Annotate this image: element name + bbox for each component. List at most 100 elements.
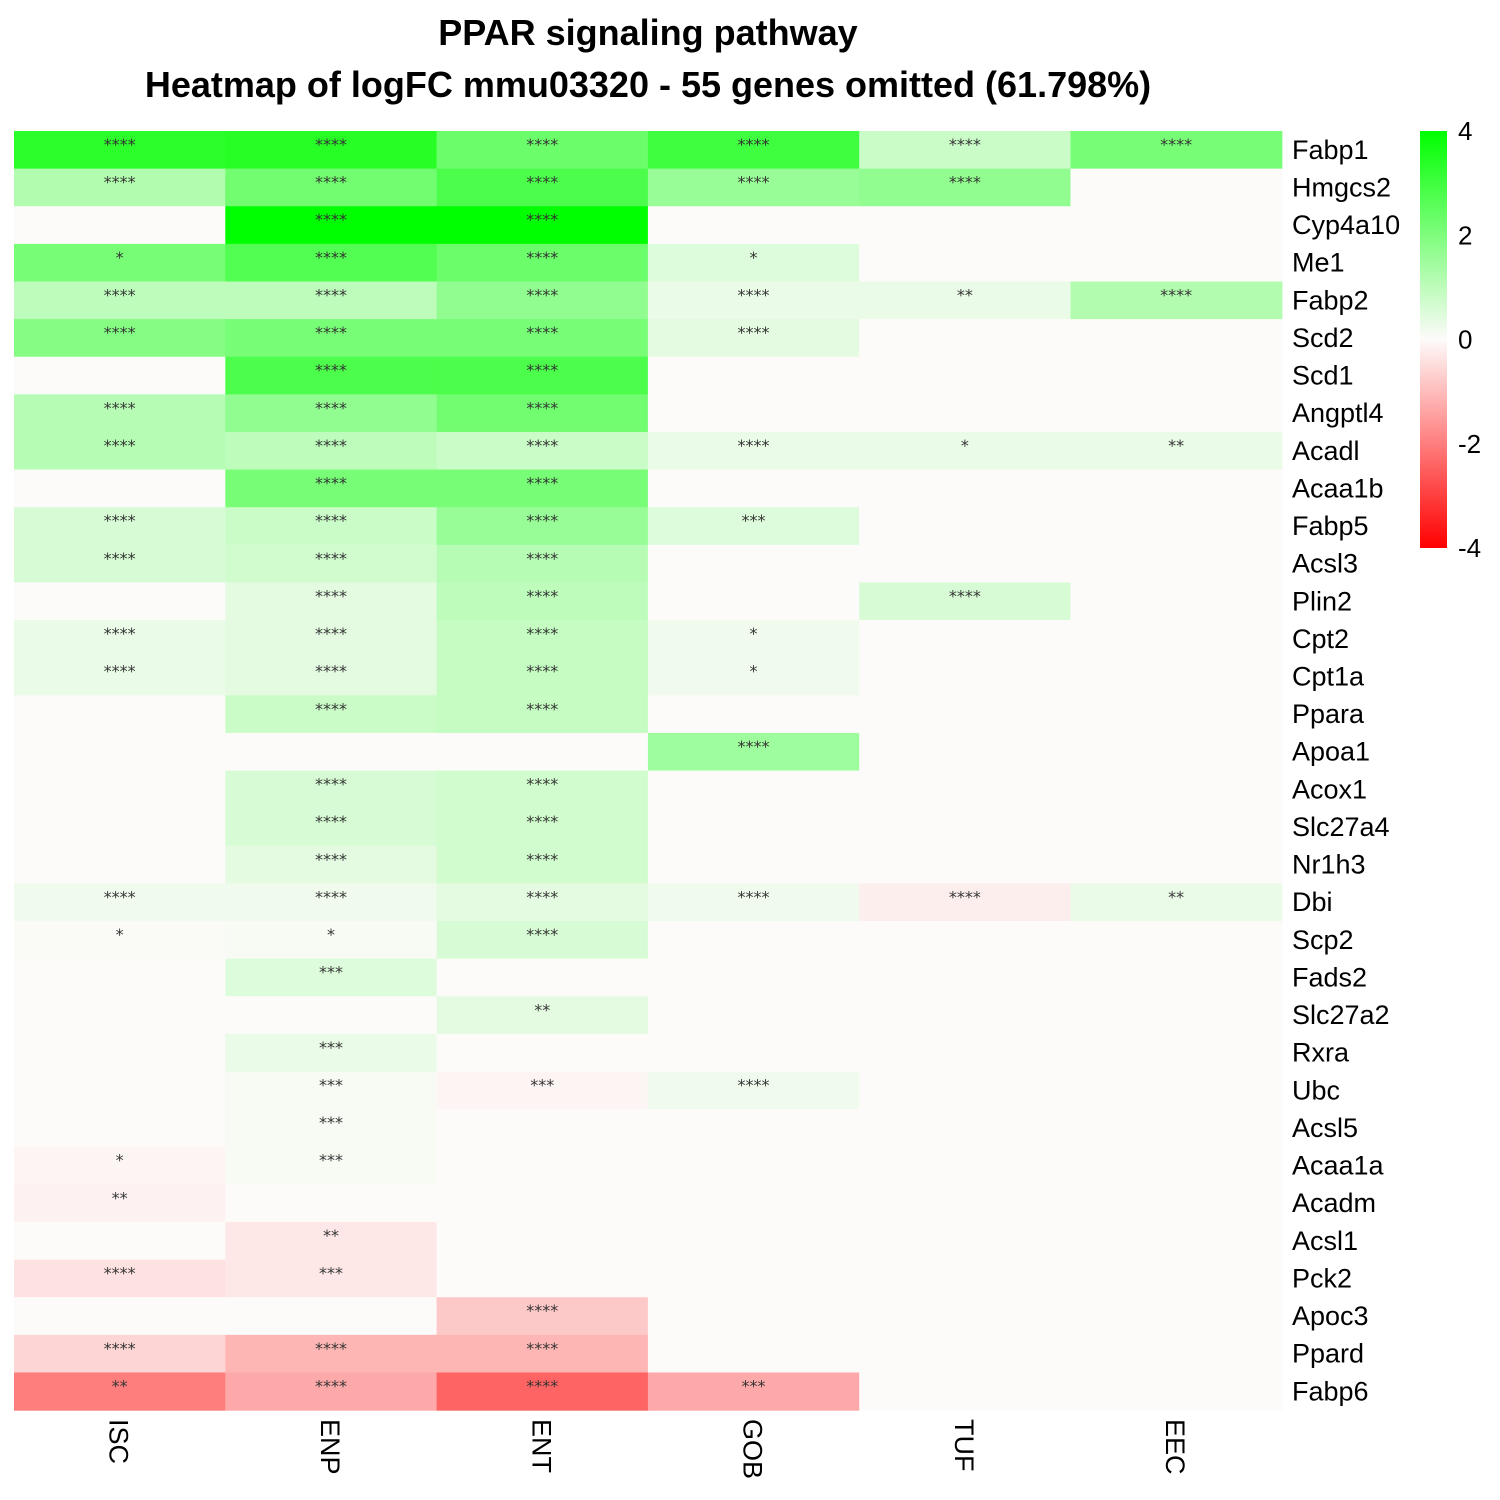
heatmap-cell [436,544,649,584]
heatmap-cell [225,883,438,922]
column-label: ENP [315,1419,345,1475]
heatmap-cell [1070,1109,1283,1148]
heatmap-cell [14,507,226,546]
heatmap-cell [859,620,1072,659]
significance-label: * [116,1151,124,1170]
heatmap-cell [436,1259,649,1298]
column-label: GOB [738,1419,768,1479]
significance-label: ** [1168,436,1184,455]
heatmap-cell [14,469,226,508]
heatmap-cell [1070,168,1283,207]
significance-label: *** [319,1264,343,1283]
significance-label: *** [319,963,343,982]
significance-label: **** [526,662,558,681]
heatmap-cell [14,996,226,1035]
significance-label: **** [315,436,347,455]
heatmap-cell [14,770,226,809]
legend-tick-label: 2 [1458,220,1472,250]
legend-color-bar [1420,131,1447,548]
heatmap-cell [225,1184,438,1223]
row-label: Slc27a2 [1292,1000,1390,1030]
significance-label: **** [315,173,347,192]
heatmap-cell [225,996,438,1035]
significance-label: **** [315,135,347,154]
heatmap-cell [859,1109,1072,1148]
heatmap-cell [225,544,438,584]
significance-label: **** [526,210,558,229]
heatmap-cell [225,1109,438,1148]
row-label: Scd1 [1292,361,1354,391]
significance-label: **** [315,323,347,342]
heatmap-cell [1070,958,1283,997]
heatmap-cell [647,808,860,847]
significance-label: * [750,248,758,267]
heatmap-cell [225,1372,438,1411]
chart-subtitle: Heatmap of logFC mmu03320 - 55 genes omi… [145,64,1151,105]
heatmap-cell [14,620,226,659]
heatmap-cell [859,1184,1072,1223]
significance-label: **** [526,850,558,869]
significance-label: *** [319,1038,343,1057]
color-legend: 4 2 0 -2 -4 [1420,116,1481,563]
significance-label: **** [738,1076,770,1095]
row-label: Hmgcs2 [1292,172,1391,202]
heatmap-cells [14,131,1283,1411]
significance-label: **** [315,1339,347,1358]
heatmap-cell [436,582,649,621]
heatmap-cell [1070,582,1283,621]
row-label: Acsl1 [1292,1226,1358,1256]
row-label: Fads2 [1292,962,1367,992]
heatmap-cell [225,958,438,997]
row-label: Acaa1a [1292,1151,1385,1181]
heatmap-cell [647,507,860,546]
row-labels: Fabp1 Hmgcs2 Cyp4a10 Me1 Fabp2 Scd2 Scd1 Angptl… [1292,135,1400,1406]
significance-label: **** [526,1301,558,1320]
row-label: Pck2 [1292,1263,1352,1293]
heatmap-cell [1070,1221,1283,1261]
significance-label: *** [319,1076,343,1095]
heatmap-cell [647,921,860,960]
row-label: Apoc3 [1292,1301,1369,1331]
significance-label: **** [315,775,347,794]
heatmap-cell [647,1259,860,1298]
row-label: Apoa1 [1292,737,1370,767]
significance-label: *** [742,511,766,530]
significance-label: **** [526,925,558,944]
heatmap-cell [859,544,1072,584]
heatmap-cell [436,845,649,884]
heatmap-cell [859,657,1072,696]
significance-label: **** [526,699,558,718]
significance-label: **** [526,436,558,455]
heatmap-cell [647,1071,860,1110]
significance-label: **** [315,812,347,831]
heatmap-cell [225,1146,438,1185]
significance-label: * [116,248,124,267]
heatmap-cell [859,808,1072,847]
significance-label: **** [949,586,981,605]
significance-label: **** [1160,135,1192,154]
heatmap-cell [647,958,860,997]
row-label: Cpt2 [1292,624,1349,654]
heatmap-cell [1070,770,1283,809]
heatmap-cell [14,1221,226,1261]
heatmap-cell [14,206,226,245]
significance-label: **** [315,850,347,869]
heatmap-cell [1070,1071,1283,1110]
heatmap-cell [225,168,438,207]
significance-label: **** [104,285,136,304]
heatmap-cell [436,1109,649,1148]
heatmap-cell [225,243,438,283]
heatmap-cell [436,206,649,245]
heatmap-cell [647,845,860,884]
heatmap-cell [225,431,438,471]
heatmap-cell [225,1071,438,1110]
column-label: EEC [1160,1419,1190,1475]
heatmap-cell [647,996,860,1035]
significance-label: **** [526,1376,558,1395]
heatmap-cell [436,281,649,320]
heatmap-cell [225,770,438,809]
row-label: Me1 [1292,248,1345,278]
heatmap-cell [14,1184,226,1223]
row-label: Scp2 [1292,925,1354,955]
heatmap-cell [859,1033,1072,1073]
